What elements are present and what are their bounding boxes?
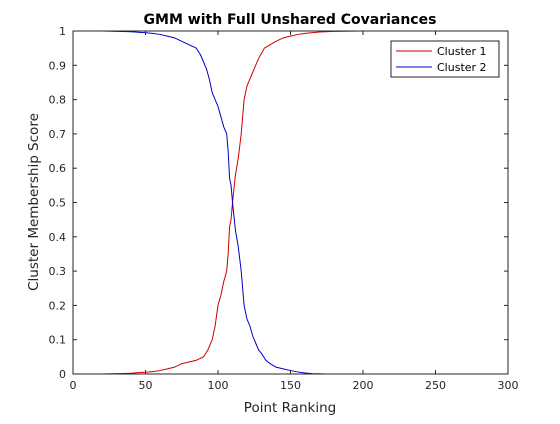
y-tick-label: 0.7 xyxy=(49,128,67,141)
x-axis-label: Point Ranking xyxy=(244,400,336,416)
y-tick-label: 0 xyxy=(59,368,66,381)
y-tick-label: 0.6 xyxy=(49,162,67,175)
x-tick-label: 300 xyxy=(498,379,519,392)
x-tick-label: 0 xyxy=(70,379,77,392)
series-layer xyxy=(73,30,491,375)
x-tick-label: 150 xyxy=(280,379,301,392)
x-tick-label: 250 xyxy=(425,379,446,392)
y-axis-label: Cluster Membership Score xyxy=(26,113,42,291)
x-tick-label: 100 xyxy=(208,379,229,392)
x-axis: 0 50 100 150 200 250 300 xyxy=(70,31,519,392)
y-axis: 0 0.1 0.2 0.3 0.4 0.5 0.6 0.7 0.8 0.9 1 xyxy=(49,25,508,381)
chart-title: GMM with Full Unshared Covariances xyxy=(144,12,437,28)
y-tick-label: 0.3 xyxy=(49,265,67,278)
plot-area xyxy=(73,31,508,374)
y-tick-label: 0.9 xyxy=(49,59,67,72)
y-tick-label: 1 xyxy=(59,25,66,38)
y-tick-label: 0.2 xyxy=(49,299,67,312)
legend-label-cluster-2: Cluster 2 xyxy=(437,61,487,74)
series-line-cluster-2 xyxy=(73,30,491,375)
y-tick-label: 0.8 xyxy=(49,94,67,107)
y-tick-label: 0.5 xyxy=(49,197,67,210)
legend: Cluster 1 Cluster 2 xyxy=(390,40,500,78)
legend-label-cluster-1: Cluster 1 xyxy=(437,45,487,58)
x-tick-label: 200 xyxy=(353,379,374,392)
series-line-cluster-1 xyxy=(73,30,491,375)
y-tick-label: 0.4 xyxy=(49,231,67,244)
x-tick-label: 50 xyxy=(139,379,153,392)
legend-box xyxy=(390,40,500,78)
y-tick-label: 0.1 xyxy=(49,334,67,347)
